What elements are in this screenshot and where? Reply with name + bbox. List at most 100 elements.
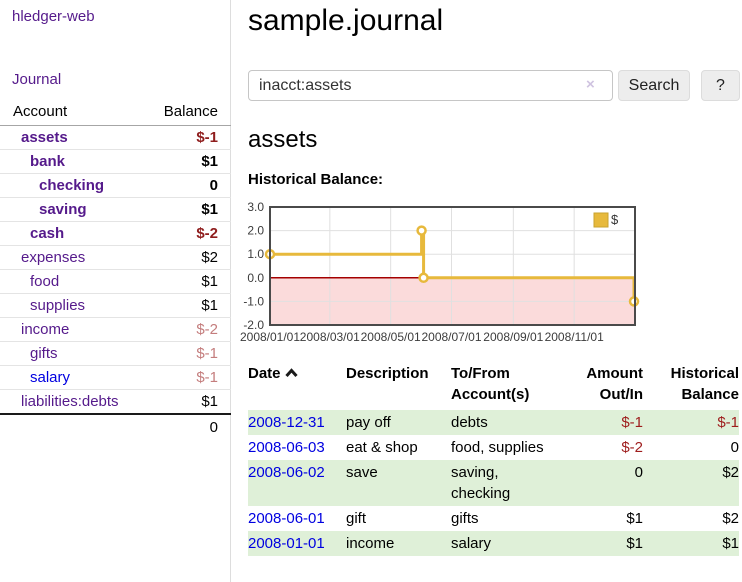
account-balance: $1 xyxy=(201,153,218,170)
column-header-historical: Historical Balance xyxy=(670,365,739,403)
sidebar-account-link[interactable]: income xyxy=(21,321,70,338)
y-tick-label: -1.0 xyxy=(243,294,264,308)
journal-nav-link[interactable]: Journal xyxy=(12,71,62,88)
data-point-marker[interactable] xyxy=(416,225,427,236)
column-header-amount: Amount Out/In xyxy=(586,365,643,403)
x-tick-label: 2008/07/01 xyxy=(421,330,481,344)
help-button[interactable]: ? xyxy=(701,70,740,101)
account-balance: 0 xyxy=(209,177,218,194)
amount-cell: $-1 xyxy=(621,414,643,431)
account-column-header: Account xyxy=(13,103,68,120)
account-table-header: Account Balance xyxy=(0,100,231,126)
accounts-cell: debts xyxy=(451,414,488,431)
register-row: 2008-06-03 eat & shop food, supplies $-2 0 xyxy=(248,435,739,460)
y-tick-label: 2.0 xyxy=(247,224,264,238)
sidebar-account-link[interactable]: checking xyxy=(39,177,105,194)
accounts-cell: salary xyxy=(451,535,492,552)
register-table: Date Description To/From Account(s) Amou… xyxy=(248,363,739,556)
account-row: salary $-1 xyxy=(0,366,231,390)
accounts-cell: food, supplies xyxy=(451,439,544,456)
account-row: food $1 xyxy=(0,270,231,294)
sidebar-account-link[interactable]: gifts xyxy=(30,345,58,362)
data-point-marker[interactable] xyxy=(418,272,429,284)
date-cell: 2008-06-03 xyxy=(248,435,346,460)
historical-cell: $1 xyxy=(722,535,739,552)
date-cell: 2008-06-01 xyxy=(248,506,346,531)
x-tick-label: 2008/01/01 xyxy=(240,330,300,344)
account-balance: $2 xyxy=(201,249,218,266)
account-balance: $1 xyxy=(201,201,218,218)
transaction-date-link[interactable]: 2008-01-01 xyxy=(248,535,325,552)
account-row: cash $-2 xyxy=(0,222,231,246)
historical-cell: $2 xyxy=(722,510,739,527)
page-title: sample.journal xyxy=(248,4,444,37)
sidebar-account-link[interactable]: liabilities:debts xyxy=(21,393,119,410)
y-tick-label: 3.0 xyxy=(247,200,264,214)
amount-cell: $1 xyxy=(626,510,643,527)
date-cell: 2008-12-31 xyxy=(248,410,346,435)
sidebar-account-link[interactable]: cash xyxy=(30,225,65,242)
date-cell: 2008-06-02 xyxy=(248,460,346,506)
register-row: 2008-06-02 save saving, checking 0 $2 xyxy=(248,460,739,506)
clear-search-icon[interactable]: × xyxy=(586,76,595,93)
account-heading: assets xyxy=(248,126,318,153)
search-button[interactable]: Search xyxy=(618,70,690,101)
balance-column-header: Balance xyxy=(163,103,218,120)
transaction-date-link[interactable]: 2008-12-31 xyxy=(248,414,325,431)
sidebar-account-link[interactable]: food xyxy=(30,273,60,290)
amount-cell: $-2 xyxy=(621,439,643,456)
account-row: expenses $2 xyxy=(0,246,231,270)
sidebar-account-link[interactable]: salary xyxy=(30,369,71,386)
amount-cell: $1 xyxy=(626,535,643,552)
column-header-description: Description xyxy=(346,365,429,382)
historical-cell: $-1 xyxy=(717,414,739,431)
transaction-date-link[interactable]: 2008-06-02 xyxy=(248,464,325,481)
description-cell: save xyxy=(346,464,378,481)
register-row: 2008-01-01 income salary $1 $1 xyxy=(248,531,739,556)
sidebar-account-link[interactable]: saving xyxy=(39,201,87,218)
amount-cell: 0 xyxy=(634,464,643,481)
brand-link[interactable]: hledger-web xyxy=(12,8,95,25)
transaction-date-link[interactable]: 2008-06-03 xyxy=(248,439,325,456)
plot-border xyxy=(269,206,636,326)
account-balance: $-1 xyxy=(196,369,218,386)
date-header-label: Date xyxy=(248,365,281,382)
transaction-date-link[interactable]: 2008-06-01 xyxy=(248,510,325,527)
account-row: liabilities:debts $1 xyxy=(0,390,231,415)
account-balance: $1 xyxy=(201,273,218,290)
search-input[interactable] xyxy=(248,70,613,101)
historical-cell: 0 xyxy=(730,439,739,456)
account-row: bank $1 xyxy=(0,150,231,174)
account-row: saving $1 xyxy=(0,198,231,222)
search-form: × Search ? xyxy=(248,70,742,101)
x-tick-label: 2008/11/01 xyxy=(545,330,604,344)
account-balance: $1 xyxy=(201,297,218,314)
account-row: checking 0 xyxy=(0,174,231,198)
description-cell: pay off xyxy=(346,414,391,431)
accounts-cell: saving, checking xyxy=(451,464,511,502)
sidebar-account-link[interactable]: bank xyxy=(30,153,66,170)
description-cell: eat & shop xyxy=(346,439,418,456)
sidebar-account-link[interactable]: expenses xyxy=(21,249,86,266)
x-tick-label: 2008/09/01 xyxy=(483,330,543,344)
account-balance: $-2 xyxy=(196,321,218,338)
account-row: supplies $1 xyxy=(0,294,231,318)
sidebar-account-link[interactable]: assets xyxy=(21,129,68,146)
y-tick-label: 1.0 xyxy=(247,247,264,261)
register-header-row: Date Description To/From Account(s) Amou… xyxy=(248,363,739,410)
account-balance: $-1 xyxy=(196,345,218,362)
historical-cell: $2 xyxy=(722,464,739,481)
historical-balance-label: Historical Balance: xyxy=(248,171,384,188)
account-row: assets $-1 xyxy=(0,126,231,150)
y-tick-label: 0.0 xyxy=(247,271,264,285)
sidebar: hledger-web Journal Account Balance asse… xyxy=(0,0,231,582)
description-cell: gift xyxy=(346,510,367,527)
column-header-date[interactable]: Date xyxy=(248,363,346,410)
legend-label: $ xyxy=(611,212,619,227)
sidebar-account-link[interactable]: supplies xyxy=(30,297,86,314)
accounts-total: 0 xyxy=(209,419,218,436)
register-row: 2008-12-31 pay off debts $-1 $-1 xyxy=(248,410,739,435)
account-balance: $1 xyxy=(201,393,218,410)
accounts-cell: gifts xyxy=(451,510,479,527)
